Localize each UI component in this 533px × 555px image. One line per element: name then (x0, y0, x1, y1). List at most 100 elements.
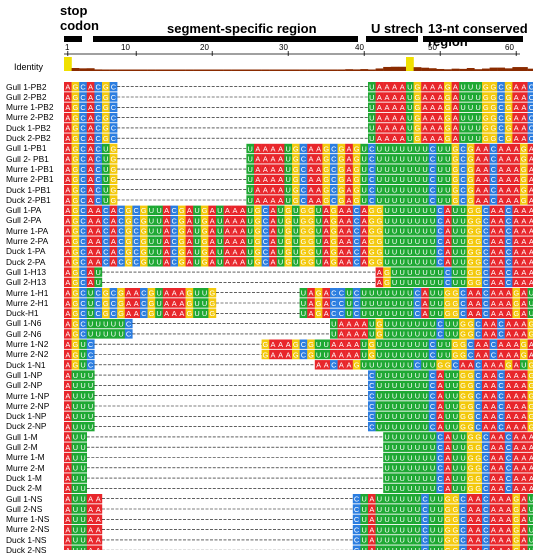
nucleotide-cell (413, 401, 422, 411)
nucleotide-letter: C (118, 237, 124, 246)
nucleotide-cell (383, 288, 391, 298)
nucleotide-cell (368, 226, 376, 236)
nucleotide-cell (170, 298, 179, 308)
nucleotide-cell (489, 174, 498, 185)
nucleotide-cell (368, 504, 376, 514)
nucleotide-letter: U (369, 309, 374, 318)
nucleotide-cell (102, 318, 110, 329)
nucleotide-letter: A (491, 422, 496, 431)
row-label: Gull 1-PA (6, 205, 42, 216)
nucleotide-cell (86, 411, 95, 421)
nucleotide-cell (79, 318, 87, 329)
nucleotide-letter: C (80, 289, 86, 298)
nucleotide-cell (94, 277, 103, 288)
nucleotide-cell (330, 298, 338, 308)
nucleotide-cell (360, 298, 369, 308)
nucleotide-letter: A (377, 134, 382, 143)
nucleotide-letter: G (149, 289, 155, 298)
nucleotide-letter: U (407, 247, 412, 256)
nucleotide-letter: A (271, 350, 276, 359)
row-label: Duck 1-PB2 (6, 122, 51, 133)
nucleotide-cell (162, 308, 171, 318)
nucleotide-cell (497, 318, 505, 329)
nucleotide-letter: U (377, 155, 382, 164)
nucleotide-cell (276, 174, 285, 185)
ruler-tick-20: 20 (200, 43, 209, 52)
nucleotide-letter: C (491, 165, 497, 174)
nucleotide-cell (406, 123, 414, 133)
nucleotide-letter: A (362, 319, 367, 328)
identity-bar (102, 69, 110, 71)
nucleotide-cell (413, 473, 422, 483)
nucleotide-letter: G (453, 515, 459, 524)
nucleotide-letter: U (202, 299, 207, 308)
nucleotide-letter: G (506, 124, 512, 133)
nucleotide-letter: U (248, 216, 253, 225)
nucleotide-letter: G (202, 206, 208, 215)
nucleotide-letter: A (309, 289, 314, 298)
nucleotide-cell (504, 133, 513, 143)
nucleotide-letter: C (172, 227, 178, 236)
nucleotide-cell (451, 308, 460, 318)
nucleotide-letter: G (308, 216, 314, 225)
nucleotide-cell (345, 288, 353, 298)
nucleotide-letter: U (453, 247, 458, 256)
nucleotide-letter: G (468, 165, 474, 174)
nucleotide-cell (436, 246, 445, 257)
nucleotide-letter: A (233, 247, 238, 256)
nucleotide-letter: A (438, 402, 443, 411)
nucleotide-letter: A (514, 247, 519, 256)
nucleotide-letter: U (407, 433, 412, 442)
nucleotide-cell (322, 360, 331, 370)
nucleotide-letter: G (521, 165, 527, 174)
nucleotide-letter: C (103, 216, 109, 225)
nucleotide-letter: U (80, 546, 85, 550)
nucleotide-cell (375, 421, 384, 432)
nucleotide-cell (436, 545, 445, 550)
nucleotide-cell (497, 504, 505, 514)
nucleotide-cell (246, 185, 255, 195)
nucleotide-letter: C (506, 216, 512, 225)
nucleotide-letter: G (285, 258, 291, 267)
nucleotide-letter: A (453, 124, 458, 133)
nucleotide-cell (71, 143, 80, 154)
nucleotide-cell (390, 411, 399, 421)
nucleotide-cell (383, 535, 391, 545)
nucleotide-letter: G (453, 340, 459, 349)
nucleotide-cell (368, 112, 376, 123)
nucleotide-letter: G (323, 165, 329, 174)
nucleotide-letter: U (400, 299, 405, 308)
nucleotide-letter: A (286, 340, 291, 349)
nucleotide-cell (436, 514, 445, 524)
nucleotide-letter: A (483, 422, 488, 431)
nucleotide-letter: C (118, 227, 124, 236)
nucleotide-cell (520, 174, 528, 185)
nucleotide-cell (406, 236, 414, 246)
nucleotide-letter: C (354, 515, 360, 524)
nucleotide-cell (436, 391, 445, 401)
nucleotide-cell (482, 514, 490, 524)
nucleotide-cell (109, 82, 118, 92)
nucleotide-cell (512, 236, 521, 246)
nucleotide-cell (193, 288, 201, 298)
nucleotide-cell (94, 524, 103, 535)
nucleotide-letter: U (392, 453, 397, 462)
nucleotide-letter: U (73, 443, 78, 452)
nucleotide-cell (482, 473, 490, 483)
nucleotide-cell (109, 318, 118, 329)
nucleotide-cell (489, 494, 498, 504)
nucleotide-cell (71, 401, 80, 411)
nucleotide-cell (489, 545, 498, 550)
nucleotide-letter: A (362, 258, 367, 267)
nucleotide-letter: A (111, 216, 116, 225)
nucleotide-letter: C (96, 103, 102, 112)
nucleotide-cell (459, 195, 467, 205)
nucleotide-letter: U (400, 340, 405, 349)
nucleotide-letter: U (362, 515, 367, 524)
nucleotide-letter: A (88, 103, 93, 112)
nucleotide-letter: G (187, 309, 193, 318)
nucleotide-letter: U (422, 340, 427, 349)
nucleotide-cell (527, 112, 533, 123)
nucleotide-letter: U (407, 196, 412, 205)
nucleotide-letter: U (80, 433, 85, 442)
